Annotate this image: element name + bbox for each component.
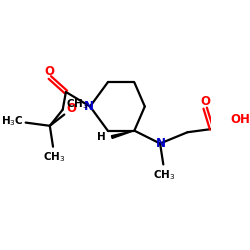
Text: N: N	[156, 137, 166, 150]
Text: CH$_3$: CH$_3$	[66, 98, 88, 111]
Text: OH: OH	[231, 113, 250, 126]
Text: CH$_3$: CH$_3$	[44, 150, 66, 164]
Text: O: O	[66, 102, 76, 114]
Text: N: N	[84, 100, 94, 113]
Text: H$_3$C: H$_3$C	[2, 114, 24, 128]
Polygon shape	[112, 131, 134, 138]
Text: O: O	[200, 95, 210, 108]
Text: O: O	[44, 64, 54, 78]
Text: H: H	[98, 132, 106, 142]
Text: CH$_3$: CH$_3$	[153, 168, 175, 182]
